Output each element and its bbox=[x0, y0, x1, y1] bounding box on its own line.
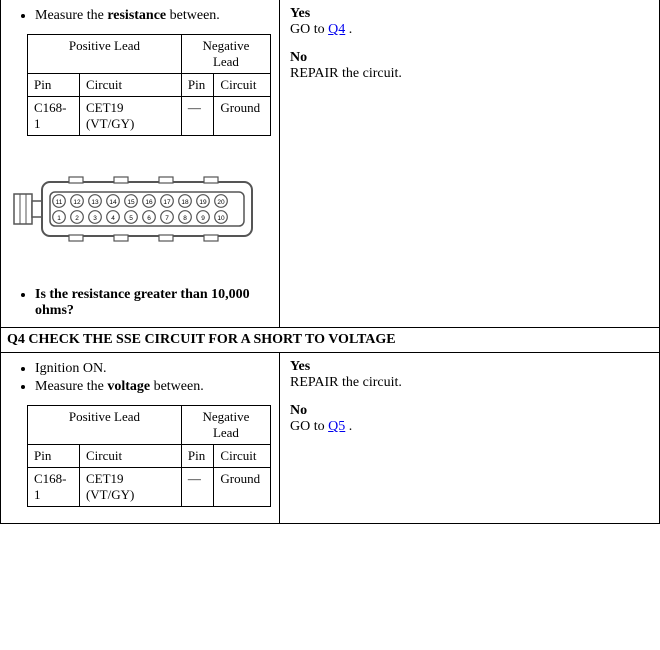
svg-text:13: 13 bbox=[91, 199, 99, 206]
q3-no-action: REPAIR the circuit. bbox=[290, 66, 649, 82]
svg-text:5: 5 bbox=[129, 215, 133, 222]
svg-text:3: 3 bbox=[93, 215, 97, 222]
q4-yes-action: REPAIR the circuit. bbox=[290, 375, 649, 391]
svg-text:9: 9 bbox=[201, 215, 205, 222]
svg-text:17: 17 bbox=[163, 199, 171, 206]
svg-text:6: 6 bbox=[147, 215, 151, 222]
svg-text:18: 18 bbox=[181, 199, 189, 206]
q3-yes-action: GO to Q4 . bbox=[290, 22, 649, 38]
q4-yes-label: Yes bbox=[290, 359, 649, 375]
connector-svg: 1112131415161718192012345678910 bbox=[9, 164, 259, 254]
pin-hdr: Pin bbox=[28, 445, 80, 468]
q4-measure-post: between. bbox=[150, 379, 204, 394]
pin-hdr: Pin bbox=[181, 74, 214, 97]
diagnostic-outer: Measure the resistance between. Positive… bbox=[0, 0, 660, 524]
pin-hdr: Pin bbox=[28, 74, 80, 97]
pin1: C168-1 bbox=[28, 468, 80, 507]
neg-lead-header: Negative Lead bbox=[181, 35, 270, 74]
q3-no: No REPAIR the circuit. bbox=[290, 50, 649, 82]
q4-no-post: . bbox=[345, 419, 352, 434]
q5-link[interactable]: Q5 bbox=[328, 419, 345, 434]
q4-ignition: Ignition ON. bbox=[35, 361, 271, 377]
svg-text:2: 2 bbox=[75, 215, 79, 222]
q3-measure-pre: Measure the bbox=[35, 8, 107, 23]
q3-right: Yes GO to Q4 . No REPAIR the circuit. bbox=[280, 0, 659, 327]
q4-row: Ignition ON. Measure the voltage between… bbox=[1, 353, 659, 523]
q3-measure-bold: resistance bbox=[107, 8, 166, 23]
svg-text:15: 15 bbox=[127, 199, 135, 206]
q3-q-bold: resistance bbox=[72, 287, 131, 302]
circuit1: CET19 (VT/GY) bbox=[79, 468, 181, 507]
q3-measure-item: Measure the resistance between. bbox=[35, 8, 271, 24]
svg-text:10: 10 bbox=[217, 215, 225, 222]
svg-text:14: 14 bbox=[109, 199, 117, 206]
svg-text:16: 16 bbox=[145, 199, 153, 206]
pin1: C168-1 bbox=[28, 97, 80, 136]
q3-yes: Yes GO to Q4 . bbox=[290, 6, 649, 38]
svg-text:8: 8 bbox=[183, 215, 187, 222]
q3-row: Measure the resistance between. Positive… bbox=[1, 0, 659, 328]
circuit1: CET19 (VT/GY) bbox=[79, 97, 181, 136]
q4-measure-pre: Measure the bbox=[35, 379, 107, 394]
pin-hdr: Pin bbox=[181, 445, 214, 468]
q4-left: Ignition ON. Measure the voltage between… bbox=[1, 353, 280, 523]
q4-no-label: No bbox=[290, 403, 649, 419]
q3-yes-post: . bbox=[345, 22, 352, 37]
circuit-hdr: Circuit bbox=[214, 445, 271, 468]
q4-yes: Yes REPAIR the circuit. bbox=[290, 359, 649, 391]
svg-text:12: 12 bbox=[73, 199, 81, 206]
svg-text:20: 20 bbox=[217, 199, 225, 206]
connector-diagram: 1112131415161718192012345678910 bbox=[9, 164, 271, 259]
q3-question: Is the resistance greater than 10,000 oh… bbox=[35, 287, 271, 319]
q3-q-pre: Is the bbox=[35, 287, 72, 302]
circuit2: Ground bbox=[214, 97, 271, 136]
circuit-hdr: Circuit bbox=[79, 445, 181, 468]
svg-text:11: 11 bbox=[56, 199, 63, 206]
q4-measure-bold: voltage bbox=[107, 379, 150, 394]
q4-lead-table: Positive Lead Negative Lead Pin Circuit … bbox=[27, 405, 271, 507]
svg-text:7: 7 bbox=[165, 215, 169, 222]
q3-yes-label: Yes bbox=[290, 6, 649, 22]
pos-lead-header: Positive Lead bbox=[28, 35, 182, 74]
q4-measure-item: Measure the voltage between. bbox=[35, 379, 271, 395]
circuit2: Ground bbox=[214, 468, 271, 507]
q3-no-label: No bbox=[290, 50, 649, 66]
q4-header: Q4 CHECK THE SSE CIRCUIT FOR A SHORT TO … bbox=[1, 328, 659, 353]
pos-lead-header: Positive Lead bbox=[28, 406, 182, 445]
q4-no-pre: GO to bbox=[290, 419, 328, 434]
q4-no-action: GO to Q5 . bbox=[290, 419, 649, 435]
q3-left: Measure the resistance between. Positive… bbox=[1, 0, 280, 327]
q4-right: Yes REPAIR the circuit. No GO to Q5 . bbox=[280, 353, 659, 523]
svg-text:1: 1 bbox=[57, 215, 61, 222]
pin2: — bbox=[181, 468, 214, 507]
q3-measure-post: between. bbox=[166, 8, 220, 23]
neg-lead-header: Negative Lead bbox=[181, 406, 270, 445]
svg-text:19: 19 bbox=[199, 199, 207, 206]
svg-text:4: 4 bbox=[111, 215, 115, 222]
circuit-hdr: Circuit bbox=[79, 74, 181, 97]
circuit-hdr: Circuit bbox=[214, 74, 271, 97]
q3-yes-pre: GO to bbox=[290, 22, 328, 37]
q4-no: No GO to Q5 . bbox=[290, 403, 649, 435]
q3-lead-table: Positive Lead Negative Lead Pin Circuit … bbox=[27, 34, 271, 136]
pin2: — bbox=[181, 97, 214, 136]
q4-link[interactable]: Q4 bbox=[328, 22, 345, 37]
